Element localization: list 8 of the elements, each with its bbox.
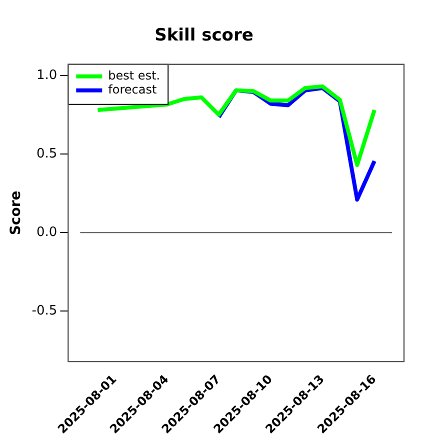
y-tick-label: 0.5 xyxy=(36,146,58,162)
y-tick-label: 0.0 xyxy=(36,225,58,240)
y-axis-title: Score xyxy=(8,190,24,236)
y-tick-label: 1.0 xyxy=(36,68,58,83)
chart-title: Skill score xyxy=(154,26,254,46)
legend-label: forecast xyxy=(108,82,157,97)
y-tick-label: -0.5 xyxy=(32,304,58,319)
legend-label: best est. xyxy=(108,68,160,83)
